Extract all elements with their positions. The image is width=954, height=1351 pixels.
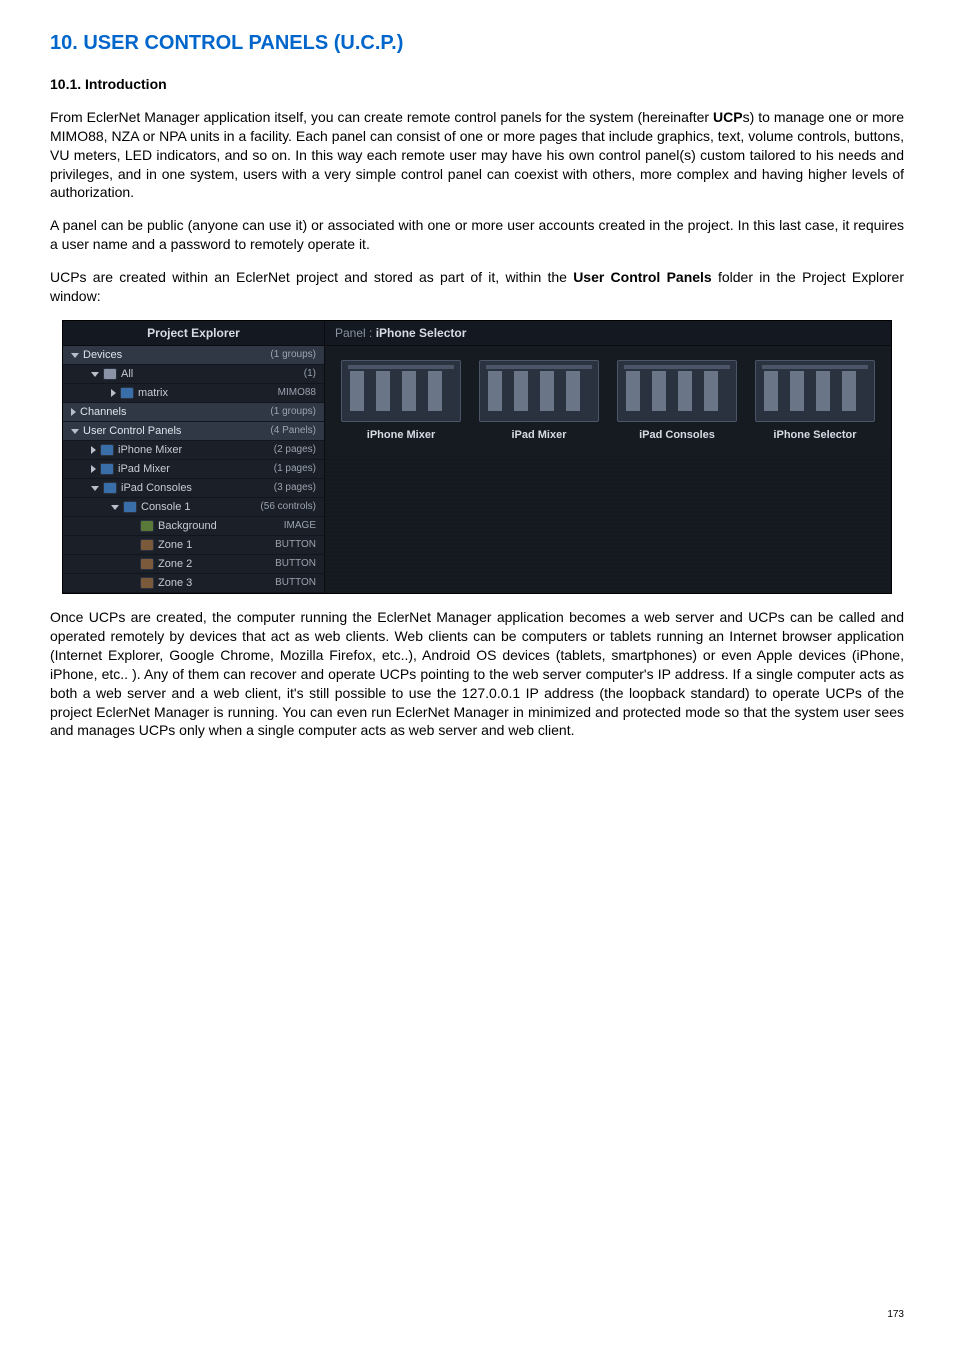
folder-icon [103,368,117,380]
tree-item[interactable]: Background IMAGE [63,517,324,536]
chevron-down-icon [91,486,99,491]
tree-item[interactable]: Console 1 (56 controls) [63,498,324,517]
panel-icon [100,444,114,456]
tree-item[interactable]: Zone 1 BUTTON [63,536,324,555]
tree-item-label: iPad Mixer [118,462,170,477]
tree-section-header[interactable]: Devices (1 groups) [63,346,324,365]
tree-item-meta: (1 groups) [270,348,316,362]
panel-empty-area [325,453,891,593]
panel-thumb[interactable]: iPhone Mixer [341,360,461,443]
tree-item-label: Console 1 [141,500,191,515]
tree-item-label: Zone 3 [158,576,192,591]
page-number: 173 [887,1308,904,1322]
panel-icon [103,482,117,494]
panel-preview-title: Panel : iPhone Selector [325,321,891,346]
chevron-down-icon [71,429,79,434]
chevron-right-icon [111,389,116,397]
paragraph-location: UCPs are created within an EclerNet proj… [50,268,904,306]
subsection-title: 10.1. Introduction [50,75,904,94]
project-explorer-tree: Devices (1 groups) All (1) matrix MIMO88 Chann… [63,346,324,593]
paragraph-intro: From EclerNet Manager application itself… [50,108,904,202]
tree-item[interactable]: iPhone Mixer (2 pages) [63,441,324,460]
panel-thumb-preview [479,360,599,422]
tree-item-label: User Control Panels [83,424,181,439]
text: From EclerNet Manager application itself… [50,109,713,125]
btn-icon [140,558,154,570]
term-ucp: UCP [713,109,743,125]
project-explorer-title: Project Explorer [63,321,324,346]
tree-item-meta: BUTTON [275,538,316,552]
panel-thumb-label: iPhone Selector [773,428,856,443]
tree-item[interactable]: iPad Consoles (3 pages) [63,479,324,498]
tree-item-meta: (1 groups) [270,405,316,419]
tree-item-meta: (3 pages) [274,481,316,495]
tree-item-meta: (4 Panels) [270,424,316,438]
tree-item-meta: IMAGE [284,519,316,533]
section-title: 10. USER CONTROL PANELS (U.C.P.) [50,30,904,57]
chevron-right-icon [91,465,96,473]
chevron-right-icon [91,446,96,454]
text: UCPs are created within an EclerNet proj… [50,269,573,285]
chevron-down-icon [71,353,79,358]
app-screenshot: Project Explorer Devices (1 groups) All (1)… [62,320,892,594]
panel-icon [100,463,114,475]
tree-item-label: matrix [138,386,168,401]
tree-section-header[interactable]: Channels (1 groups) [63,403,324,422]
panel-name: iPhone Selector [376,326,467,340]
panel-thumb-preview [341,360,461,422]
tree-item-meta: (56 controls) [260,500,316,514]
tree-item-meta: BUTTON [275,557,316,571]
paragraph-webserver: Once UCPs are created, the computer runn… [50,608,904,740]
term-user-control-panels: User Control Panels [573,269,712,285]
panel-icon [120,387,134,399]
tree-item-label: Zone 1 [158,538,192,553]
tree-item[interactable]: matrix MIMO88 [63,384,324,403]
tree-item-label: Zone 2 [158,557,192,572]
tree-item-meta: (1) [304,367,316,381]
tree-section-header[interactable]: User Control Panels (4 Panels) [63,422,324,441]
tree-item-meta: (2 pages) [274,443,316,457]
panel-thumb[interactable]: iPad Consoles [617,360,737,443]
tree-item-label: iPad Consoles [121,481,192,496]
panel-thumb-preview [755,360,875,422]
panel-thumb-label: iPhone Mixer [367,428,435,443]
tree-item[interactable]: Zone 3 BUTTON [63,574,324,593]
tree-item-label: iPhone Mixer [118,443,182,458]
panel-thumb[interactable]: iPhone Selector [755,360,875,443]
tree-item-label: Channels [80,405,126,420]
tree-item-meta: MIMO88 [278,386,316,400]
tree-item-meta: BUTTON [275,576,316,590]
panel-thumb[interactable]: iPad Mixer [479,360,599,443]
project-explorer-panel: Project Explorer Devices (1 groups) All (1)… [63,321,325,593]
tree-item[interactable]: Zone 2 BUTTON [63,555,324,574]
paragraph-access: A panel can be public (anyone can use it… [50,216,904,254]
btn-icon [140,577,154,589]
tree-item-label: All [121,367,133,382]
tree-item-meta: (1 pages) [274,462,316,476]
text: Panel : [335,326,376,340]
panel-thumb-label: iPad Mixer [511,428,566,443]
btn-icon [140,539,154,551]
panel-icon [123,501,137,513]
chevron-down-icon [111,505,119,510]
tree-item-label: Background [158,519,217,534]
panel-preview-area: Panel : iPhone Selector iPhone Mixer iPad… [325,321,891,593]
chevron-right-icon [71,408,76,416]
panel-thumb-row: iPhone Mixer iPad Mixer iPad Consoles iPhon… [325,346,891,453]
panel-thumb-label: iPad Consoles [639,428,715,443]
tree-item[interactable]: All (1) [63,365,324,384]
tree-item-label: Devices [83,348,122,363]
img-icon [140,520,154,532]
tree-item[interactable]: iPad Mixer (1 pages) [63,460,324,479]
panel-thumb-preview [617,360,737,422]
chevron-down-icon [91,372,99,377]
